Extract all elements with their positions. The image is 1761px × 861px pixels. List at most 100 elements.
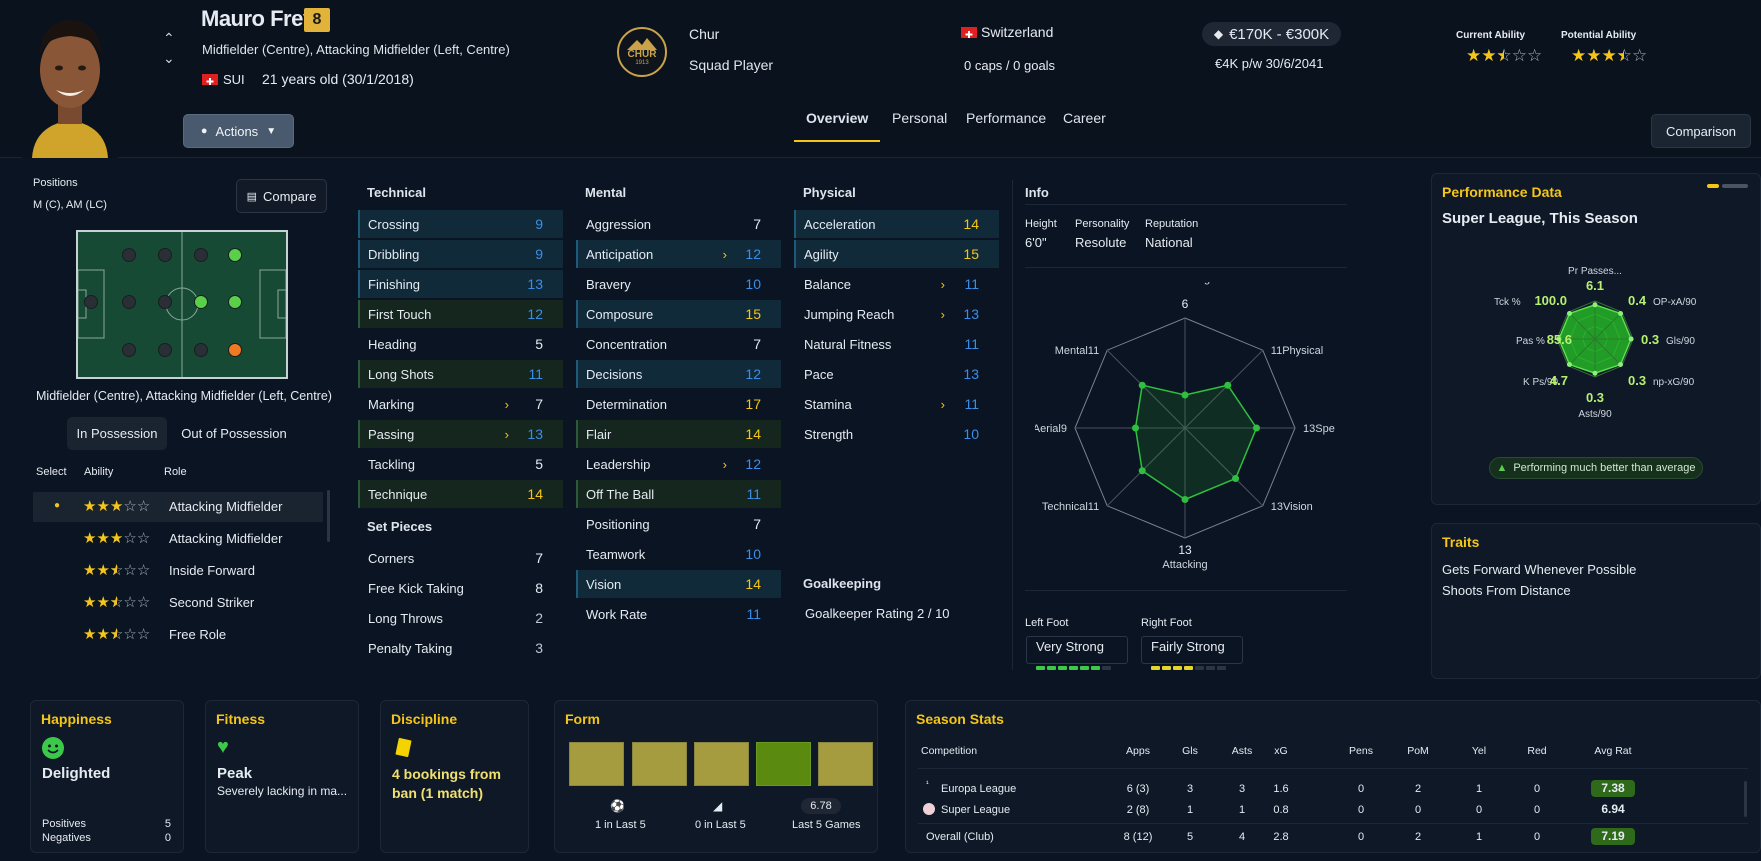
pitch-position-dot[interactable] (194, 248, 208, 262)
pitch-position-dot[interactable] (194, 343, 208, 357)
pitch-position-dot[interactable] (122, 343, 136, 357)
out-of-possession-tab[interactable]: Out of Possession (170, 417, 298, 450)
pitch-position-dot[interactable] (158, 248, 172, 262)
attribute-row[interactable]: Passing › 13 (358, 420, 563, 448)
attribute-row[interactable]: Jumping Reach › 13 (794, 300, 999, 328)
season-stats-panel[interactable]: Season Stats Competition Apps Gls Asts xG Pen… (905, 700, 1761, 853)
stats-column-header[interactable]: Pens (1349, 745, 1373, 757)
attribute-row[interactable]: Natural Fitness 11 (794, 330, 999, 358)
attribute-row[interactable]: Acceleration 14 (794, 210, 999, 238)
form-match-box[interactable] (694, 742, 749, 786)
stats-column-header[interactable]: Red (1527, 745, 1547, 757)
form-match-box[interactable] (632, 742, 687, 786)
attribute-row[interactable]: Free Kick Taking 8 (358, 574, 563, 602)
role-row[interactable]: ★★☆★☆☆Free Role (33, 620, 323, 650)
pitch-position-dot[interactable] (158, 343, 172, 357)
attribute-row[interactable]: Corners 7 (358, 544, 563, 572)
stats-competition[interactable]: Europa League (941, 783, 1017, 795)
pitch-position-dot[interactable] (122, 248, 136, 262)
actions-button[interactable]: ● Actions ▼ (183, 114, 294, 148)
tab-career[interactable]: Career (1063, 110, 1106, 126)
stats-column-header[interactable]: Yel (1471, 745, 1487, 757)
next-player-chevron-icon[interactable]: ⌄ (163, 50, 175, 66)
stats-column-header[interactable]: Avg Rat (1594, 745, 1632, 757)
attribute-row[interactable]: Aggression 7 (576, 210, 781, 238)
attribute-row[interactable]: Long Shots 11 (358, 360, 563, 388)
form-match-box[interactable] (818, 742, 873, 786)
carousel-indicator[interactable] (1722, 184, 1748, 188)
stats-column-header[interactable]: Competition (921, 745, 978, 757)
carousel-indicator-active[interactable] (1707, 184, 1719, 188)
nationality[interactable]: Switzerland (981, 24, 1054, 40)
star-icon: ☆ (136, 498, 151, 515)
attribute-row[interactable]: Positioning 7 (576, 510, 781, 538)
attribute-row[interactable]: Determination 17 (576, 390, 781, 418)
pitch-position-dot-active[interactable] (228, 248, 242, 262)
attribute-row[interactable]: Concentration 7 (576, 330, 781, 358)
attribute-row[interactable]: Dribbling 9 (358, 240, 563, 268)
in-possession-tab[interactable]: In Possession (67, 417, 167, 450)
attribute-row[interactable]: Penalty Taking 3 (358, 634, 563, 662)
attribute-row[interactable]: Off The Ball 11 (576, 480, 781, 508)
stats-column-header[interactable]: Gls (1182, 745, 1198, 757)
stats-competition[interactable]: Overall (Club) (926, 831, 994, 843)
attribute-row[interactable]: Balance › 11 (794, 270, 999, 298)
stats-avg-rating-badge: 6.94 (1601, 802, 1625, 816)
form-match-box[interactable] (569, 742, 624, 786)
attribute-row[interactable]: Heading 5 (358, 330, 563, 358)
role-row[interactable]: ★★☆★☆☆Inside Forward (33, 556, 323, 586)
pitch-position-dot-partial[interactable] (228, 343, 242, 357)
pitch-position-dot-active[interactable] (194, 295, 208, 309)
pitch-position-dot-active[interactable] (228, 295, 242, 309)
tab-performance[interactable]: Performance (966, 110, 1047, 126)
column-role: Role (164, 466, 187, 478)
attribute-row[interactable]: Stamina › 11 (794, 390, 999, 418)
attribute-row[interactable]: Vision 14 (576, 570, 781, 598)
attribute-row[interactable]: Composure 15 (576, 300, 781, 328)
role-row[interactable]: ★★☆★☆☆Second Striker (33, 588, 323, 618)
attribute-row[interactable]: Marking › 7 (358, 390, 563, 418)
stats-column-header[interactable]: Asts (1231, 745, 1253, 757)
comparison-button[interactable]: Comparison (1651, 114, 1751, 148)
attribute-row[interactable]: Pace 13 (794, 360, 999, 388)
form-panel[interactable]: Form ⚽ 1 in Last 5 ◢ 0 in Last 5 6.78 La… (554, 700, 878, 853)
fitness-panel[interactable]: Fitness ♥ Peak Severely lacking in ma... (205, 700, 359, 853)
discipline-panel[interactable]: Discipline 4 bookings from ban (1 match) (380, 700, 529, 853)
attribute-row[interactable]: Anticipation › 12 (576, 240, 781, 268)
stats-column-header[interactable]: xG (1274, 745, 1288, 757)
prev-player-chevron-icon[interactable]: ⌃ (163, 30, 175, 46)
value-badge[interactable]: ◆ €170K - €300K (1202, 22, 1341, 46)
attribute-row[interactable]: Decisions 12 (576, 360, 781, 388)
attribute-row[interactable]: Work Rate 11 (576, 600, 781, 628)
attribute-row[interactable]: Technique 14 (358, 480, 563, 508)
attribute-row[interactable]: Long Throws 2 (358, 604, 563, 632)
attribute-row[interactable]: Teamwork 10 (576, 540, 781, 568)
stats-competition[interactable]: Super League (941, 804, 1011, 816)
stats-column-header[interactable]: PoM (1407, 745, 1429, 757)
form-match-box[interactable] (756, 742, 811, 786)
attribute-row[interactable]: Strength 10 (794, 420, 999, 448)
attribute-row[interactable]: First Touch 12 (358, 300, 563, 328)
attribute-row[interactable]: Flair 14 (576, 420, 781, 448)
role-row[interactable]: ● ★★★☆☆ Attacking Midfielder (33, 492, 323, 522)
mental-title: Mental (585, 185, 627, 200)
attribute-row[interactable]: Tackling 5 (358, 450, 563, 478)
club-badge[interactable]: CHUR 1913 (617, 27, 667, 77)
attribute-row[interactable]: Finishing 13 (358, 270, 563, 298)
role-row[interactable]: ★★★☆☆ Attacking Midfielder (33, 524, 323, 554)
pitch-position-dot[interactable] (158, 295, 172, 309)
stats-scrollbar[interactable] (1744, 781, 1747, 817)
compare-button[interactable]: ▤ Compare (236, 179, 327, 213)
role-list-scrollbar[interactable] (327, 490, 330, 542)
club-name[interactable]: Chur (689, 26, 720, 42)
attribute-row[interactable]: Agility 15 (794, 240, 999, 268)
happiness-panel[interactable]: Happiness Delighted Positives 5 Negative… (30, 700, 184, 853)
pitch-position-dot[interactable] (84, 295, 98, 309)
attribute-row[interactable]: Leadership › 12 (576, 450, 781, 478)
stats-column-header[interactable]: Apps (1126, 745, 1150, 757)
pitch-position-dot[interactable] (122, 295, 136, 309)
attribute-row[interactable]: Bravery 10 (576, 270, 781, 298)
tab-personal[interactable]: Personal (892, 110, 948, 126)
attribute-row[interactable]: Crossing 9 (358, 210, 563, 238)
tab-overview[interactable]: Overview (806, 110, 869, 126)
